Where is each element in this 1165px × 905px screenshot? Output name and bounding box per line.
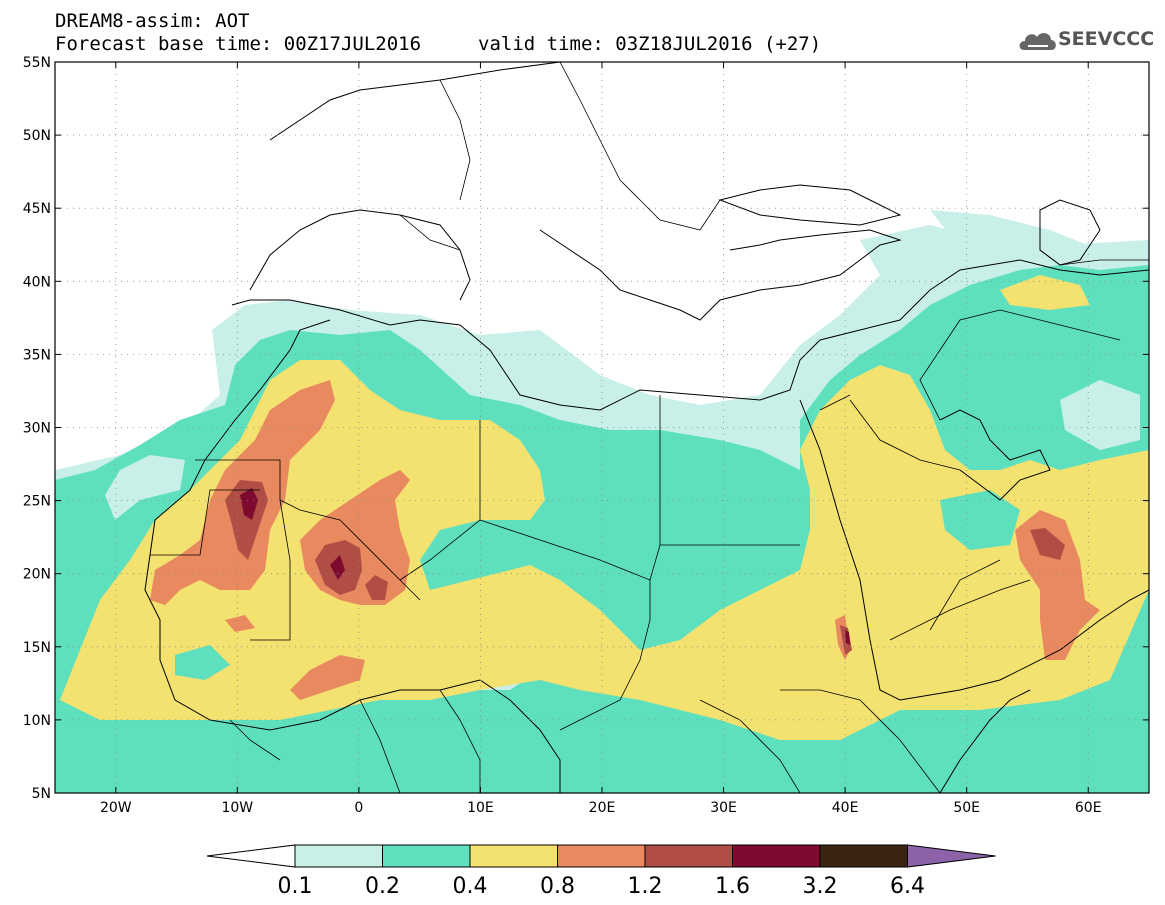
- colorbar-label: 0.4: [453, 874, 488, 899]
- lat-label: 55N: [23, 55, 51, 71]
- colorbar-segment: [469, 844, 558, 868]
- colorbar-label: 1.2: [628, 874, 663, 899]
- colorbar-label: 0.2: [365, 874, 400, 899]
- colorbar-label: 0.1: [278, 874, 313, 899]
- lon-label: 20W: [100, 800, 132, 816]
- lon-label: 60E: [1075, 800, 1102, 816]
- colorbar-segment: [819, 844, 908, 868]
- coastlines: [144, 62, 1149, 793]
- colorbar-label: 6.4: [890, 874, 925, 899]
- colorbar-above-arrow: [907, 844, 996, 868]
- colorbar: [206, 844, 996, 868]
- forecast-base-time: Forecast base time: 00Z17JUL2016: [55, 33, 422, 55]
- lon-label: 30E: [710, 800, 737, 816]
- lon-label: 10E: [467, 800, 494, 816]
- colorbar-label: 1.6: [715, 874, 750, 899]
- lat-label: 20N: [23, 567, 51, 583]
- lat-label: 25N: [23, 494, 51, 510]
- lat-label: 10N: [23, 713, 51, 729]
- colorbar-segment: [382, 844, 471, 868]
- colorbar-below-arrow: [206, 844, 296, 868]
- title-line-1: DREAM8-assim: AOT: [55, 10, 250, 32]
- lon-label: 20E: [589, 800, 616, 816]
- country-borders: [150, 62, 1149, 793]
- lat-label: 15N: [23, 640, 51, 656]
- lat-label: 5N: [32, 786, 51, 802]
- longitude-labels: 20W 10W 0 10E 20E 30E 40E 50E 60E: [100, 800, 1102, 816]
- colorbar-segment: [294, 844, 383, 868]
- lon-label: 0: [354, 800, 363, 816]
- valid-time: valid time: 03Z18JUL2016 (+27): [478, 33, 822, 55]
- lat-label: 45N: [23, 201, 51, 217]
- aot-level-1.6: [240, 488, 850, 645]
- logo-text: SEEVCCC: [1058, 28, 1155, 50]
- lat-label: 30N: [23, 421, 51, 437]
- aot-level-0.4: [60, 275, 1149, 740]
- colorbar-label: 3.2: [803, 874, 838, 899]
- colorbar-segment: [732, 844, 821, 868]
- lat-label: 40N: [23, 274, 51, 290]
- cloud-icon: [1019, 33, 1056, 50]
- lon-label: 50E: [953, 800, 980, 816]
- colorbar-segment: [557, 844, 646, 868]
- lat-label: 50N: [23, 128, 51, 144]
- aot-field: [55, 62, 1149, 793]
- colorbar-segment: [644, 844, 733, 868]
- graticule: [55, 62, 1149, 793]
- axis-ticks: [55, 61, 1149, 794]
- lon-label: 10W: [221, 800, 253, 816]
- latitude-labels: 55N 50N 45N 40N 35N 30N 25N 20N 15N 10N 5N: [23, 55, 51, 802]
- colorbar-label: 0.8: [540, 874, 575, 899]
- colorbar-labels: 0.1 0.2 0.4 0.8 1.2 1.6 3.2 6.4: [278, 874, 926, 899]
- lat-label: 35N: [23, 347, 51, 363]
- lon-label: 40E: [832, 800, 859, 816]
